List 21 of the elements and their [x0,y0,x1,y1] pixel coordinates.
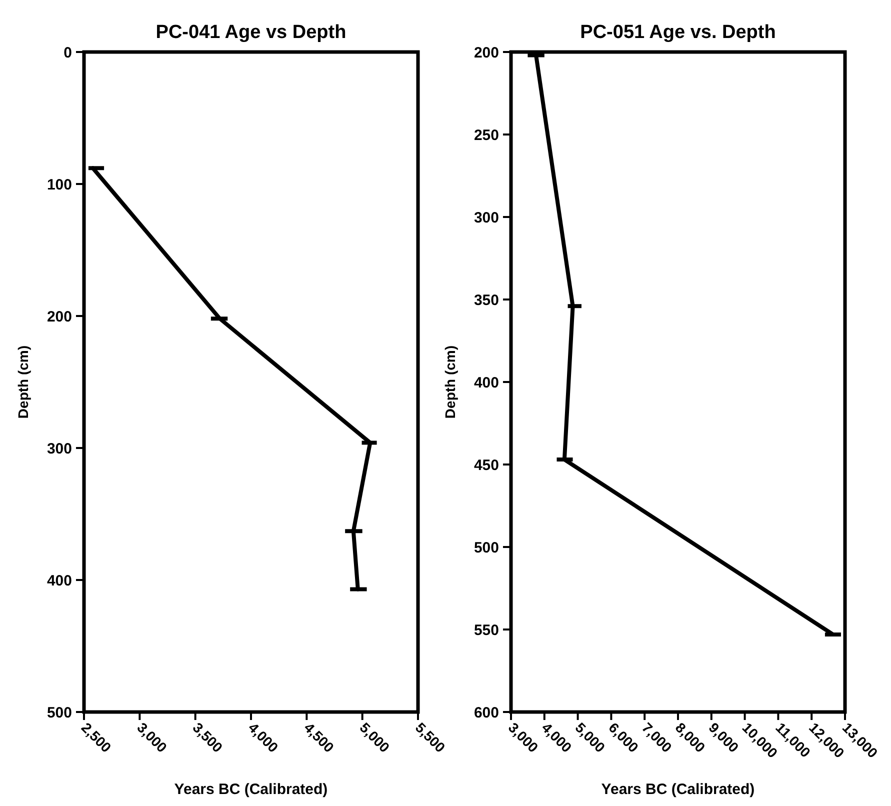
chart-title: PC-041 Age vs Depth [156,22,346,43]
y-tick-label: 0 [64,44,72,62]
y-tick-label: 600 [474,704,499,722]
y-tick-label: 300 [46,440,72,458]
y-tick-label: 550 [474,622,499,639]
y-tick-label: 200 [474,44,499,62]
y-axis-title: Depth (cm) [442,345,458,419]
y-axis-title: Depth (cm) [15,345,31,419]
y-tick-label: 200 [46,308,72,326]
y-tick-label: 100 [46,176,72,194]
y-tick-label: 350 [474,292,499,309]
y-tick-label: 300 [474,209,499,226]
y-tick-label: 450 [474,456,499,474]
x-axis-title: Years BC (Calibrated) [601,781,755,798]
y-tick-label: 500 [474,539,499,556]
y-tick-label: 250 [474,126,499,144]
chart-title: PC-051 Age vs. Depth [580,22,776,43]
x-axis-title: Years BC (Calibrated) [174,781,328,798]
y-tick-label: 500 [46,704,72,722]
y-tick-label: 400 [46,572,72,590]
y-tick-label: 400 [474,374,499,392]
